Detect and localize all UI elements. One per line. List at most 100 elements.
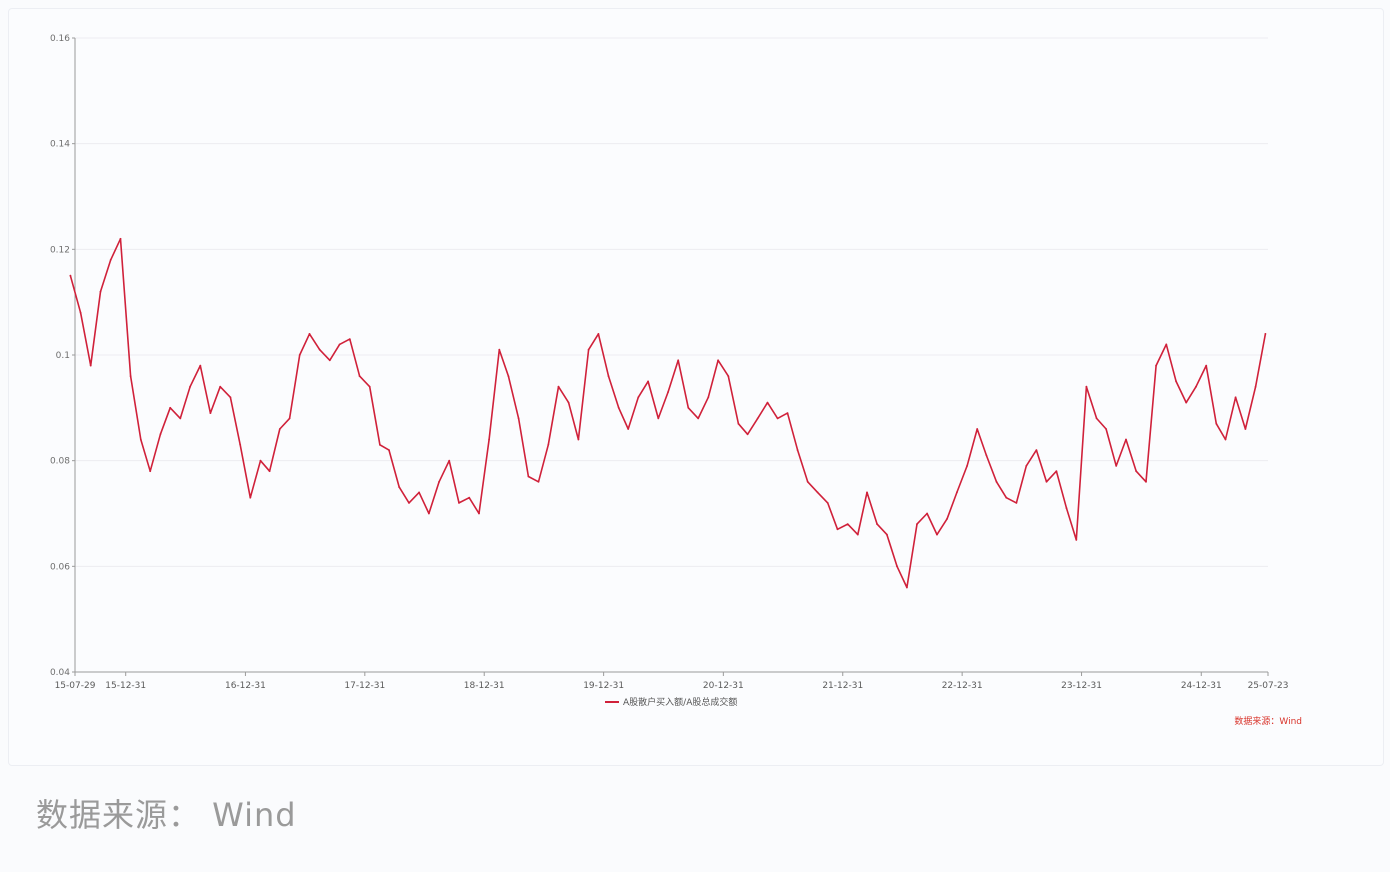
data-point <box>1155 364 1157 367</box>
data-point <box>358 375 361 377</box>
data-point <box>458 502 460 504</box>
x-tick-label: 21-12-31 <box>822 681 863 691</box>
data-point <box>567 401 570 404</box>
y-tick-label: 0.08 <box>50 457 70 467</box>
y-tick-label: 0.12 <box>50 245 70 255</box>
x-tick-label: 25-07-23 <box>1248 681 1289 691</box>
data-point <box>995 480 998 483</box>
data-point <box>219 385 222 388</box>
data-point <box>368 385 371 388</box>
y-tick-label: 0.04 <box>50 668 70 678</box>
x-tick-label: 15-12-31 <box>105 681 146 691</box>
data-point <box>786 412 789 414</box>
data-point <box>398 486 401 488</box>
data-point <box>448 459 451 462</box>
data-point <box>498 348 501 351</box>
data-point <box>826 502 829 504</box>
data-point <box>587 348 590 351</box>
data-point <box>846 523 849 525</box>
data-point <box>1234 396 1237 399</box>
x-tick-label: 22-12-31 <box>942 681 983 691</box>
data-point <box>79 311 82 314</box>
y-tick-label: 0.06 <box>50 562 70 572</box>
data-point <box>428 512 430 515</box>
data-point <box>687 406 690 409</box>
data-point <box>1035 449 1038 451</box>
data-point <box>1145 480 1147 483</box>
x-tick-label: 16-12-31 <box>225 681 266 691</box>
data-point <box>1095 417 1098 420</box>
data-point <box>637 396 640 399</box>
data-point <box>796 449 799 451</box>
data-point <box>308 333 311 335</box>
data-point <box>707 396 710 399</box>
legend-label: A股散户买入额/A股总成交额 <box>623 696 737 708</box>
data-point <box>328 359 331 362</box>
data-point <box>926 512 928 515</box>
data-point <box>717 359 719 362</box>
grid-layer <box>75 37 1268 567</box>
data-point <box>1195 385 1197 388</box>
data-point <box>856 533 859 536</box>
y-tick-label: 0.1 <box>56 351 70 361</box>
x-tick-label: 23-12-31 <box>1061 681 1102 691</box>
data-point <box>727 375 730 377</box>
data-point <box>667 391 669 393</box>
data-point <box>1224 438 1227 441</box>
y-tick-label: 0.16 <box>50 34 70 44</box>
data-point <box>985 454 988 457</box>
data-point <box>1025 465 1028 467</box>
data-point <box>438 480 440 483</box>
data-point <box>1015 502 1018 504</box>
data-point <box>697 417 700 420</box>
data-point <box>537 480 540 483</box>
data-point <box>408 502 410 504</box>
data-point <box>89 364 92 367</box>
legend: A股散户买入额/A股总成交额 <box>605 696 737 708</box>
data-point <box>239 443 242 446</box>
data-point <box>617 406 620 409</box>
data-point <box>199 364 202 367</box>
data-point <box>249 496 252 499</box>
data-point <box>896 565 898 568</box>
data-point <box>1264 333 1267 335</box>
data-point <box>348 338 351 340</box>
x-tick-label: 17-12-31 <box>344 681 385 691</box>
data-point <box>737 422 740 425</box>
data-point <box>507 375 510 377</box>
series-line <box>69 238 1267 589</box>
data-point <box>577 438 580 441</box>
data-point <box>1185 401 1188 404</box>
data-point <box>338 343 341 346</box>
series-layer <box>69 237 1267 589</box>
data-point <box>388 449 390 451</box>
data-point <box>179 417 182 420</box>
data-point <box>746 433 749 436</box>
x-tick-label: 20-12-31 <box>703 681 744 691</box>
data-point <box>647 380 649 383</box>
data-point <box>1045 480 1048 483</box>
data-point <box>298 354 301 356</box>
x-tick-label: 19-12-31 <box>583 681 624 691</box>
data-point <box>517 417 520 420</box>
data-point <box>557 385 560 388</box>
data-point <box>418 491 420 494</box>
data-point <box>69 274 72 277</box>
data-point <box>966 465 968 467</box>
data-point <box>976 428 979 430</box>
data-point <box>776 417 779 420</box>
data-point <box>946 517 948 520</box>
data-point <box>627 428 630 430</box>
x-tick-labels: 15-07-29 15-12-31 16-12-31 17-12-31 18-12-31… <box>55 672 1289 691</box>
data-point <box>119 237 122 240</box>
data-point <box>288 417 291 420</box>
chart-source-note: 数据来源：Wind <box>1234 717 1302 727</box>
y-tick-label: 0.14 <box>50 140 70 150</box>
x-tick-label: 18-12-31 <box>464 681 505 691</box>
x-tick-label: 24-12-31 <box>1181 681 1222 691</box>
data-point <box>816 491 819 494</box>
data-point <box>1244 428 1247 430</box>
data-point <box>1215 422 1218 425</box>
data-point <box>866 491 868 494</box>
